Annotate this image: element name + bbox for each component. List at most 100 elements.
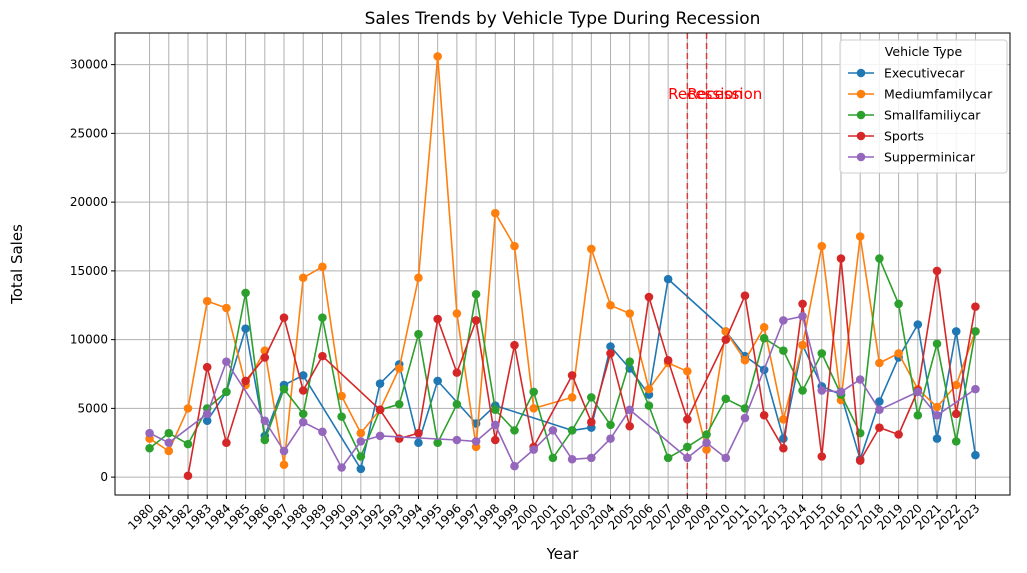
data-point bbox=[779, 415, 788, 424]
data-point bbox=[721, 394, 731, 404]
data-point bbox=[913, 387, 923, 397]
data-point bbox=[644, 292, 654, 302]
data-point bbox=[606, 420, 615, 430]
data-point bbox=[394, 434, 404, 443]
y-tick-label: 30000 bbox=[70, 58, 108, 72]
data-point bbox=[663, 274, 673, 284]
data-point bbox=[740, 291, 750, 300]
data-point bbox=[721, 453, 731, 463]
data-point bbox=[279, 313, 289, 322]
data-point bbox=[471, 316, 481, 325]
data-point bbox=[452, 435, 462, 445]
legend-box bbox=[839, 39, 1008, 174]
data-point bbox=[183, 439, 193, 449]
data-point bbox=[510, 461, 519, 471]
recession-annotation: Recession bbox=[687, 85, 762, 103]
data-point bbox=[529, 404, 538, 413]
data-point bbox=[971, 302, 980, 311]
data-point bbox=[510, 340, 519, 350]
data-point bbox=[260, 416, 270, 426]
data-point bbox=[625, 421, 635, 431]
data-point bbox=[337, 391, 346, 401]
data-point bbox=[798, 386, 807, 395]
data-point bbox=[702, 445, 711, 454]
data-point bbox=[740, 413, 750, 423]
data-point bbox=[471, 289, 481, 299]
data-point bbox=[490, 435, 500, 445]
y-tick-label: 0 bbox=[100, 470, 108, 484]
data-point bbox=[683, 442, 692, 452]
data-point bbox=[337, 463, 346, 472]
data-point bbox=[433, 376, 442, 386]
data-point bbox=[529, 387, 538, 397]
data-point bbox=[433, 52, 442, 61]
data-point bbox=[683, 415, 692, 424]
data-point bbox=[318, 351, 327, 361]
data-point bbox=[356, 428, 366, 438]
data-point bbox=[875, 405, 884, 415]
data-point bbox=[356, 464, 366, 474]
legend-marker bbox=[856, 68, 866, 78]
recession-annotation: Recession bbox=[668, 85, 743, 103]
data-point bbox=[318, 262, 327, 272]
data-point bbox=[414, 428, 423, 438]
data-point bbox=[298, 273, 308, 283]
data-point bbox=[298, 417, 308, 427]
data-point bbox=[606, 342, 615, 351]
data-point bbox=[222, 438, 231, 448]
data-point bbox=[164, 428, 174, 438]
data-point bbox=[702, 438, 711, 448]
data-point bbox=[779, 316, 788, 325]
data-point bbox=[759, 410, 769, 420]
data-point bbox=[587, 244, 596, 254]
data-point bbox=[932, 339, 942, 349]
data-point bbox=[894, 299, 903, 309]
series-line bbox=[149, 315, 976, 469]
data-point bbox=[779, 346, 788, 355]
data-point bbox=[241, 288, 250, 298]
data-point bbox=[855, 456, 865, 465]
data-point bbox=[913, 320, 923, 329]
data-point bbox=[721, 335, 731, 344]
data-point bbox=[318, 313, 327, 322]
data-point bbox=[606, 349, 615, 358]
data-point bbox=[414, 438, 423, 448]
data-point bbox=[683, 366, 692, 376]
data-point bbox=[587, 453, 596, 463]
data-point bbox=[971, 450, 980, 460]
data-point bbox=[798, 311, 807, 321]
data-point bbox=[836, 387, 846, 397]
data-point bbox=[202, 362, 212, 372]
data-point bbox=[663, 453, 673, 463]
data-point bbox=[164, 438, 174, 448]
data-point bbox=[567, 371, 577, 380]
legend-marker bbox=[856, 152, 866, 162]
data-point bbox=[567, 393, 577, 402]
legend-entry: Supperminicar bbox=[848, 150, 976, 165]
data-point bbox=[875, 358, 884, 368]
data-point bbox=[490, 420, 500, 430]
data-point bbox=[932, 402, 942, 412]
data-point bbox=[759, 333, 769, 343]
data-point bbox=[625, 357, 635, 366]
data-point bbox=[683, 453, 692, 463]
data-point bbox=[222, 303, 231, 313]
data-point bbox=[548, 426, 558, 435]
data-point bbox=[145, 443, 154, 453]
y-tick-label: 20000 bbox=[70, 195, 108, 209]
data-point bbox=[817, 349, 827, 358]
data-point bbox=[932, 434, 942, 443]
legend-label: Mediumfamilycar bbox=[884, 87, 993, 102]
data-point bbox=[202, 409, 212, 419]
data-point bbox=[587, 417, 596, 427]
data-point bbox=[951, 437, 961, 446]
data-point bbox=[433, 314, 442, 324]
data-point bbox=[222, 357, 231, 366]
data-point bbox=[644, 384, 654, 394]
data-point bbox=[913, 410, 923, 420]
series-group bbox=[145, 52, 980, 481]
data-point bbox=[951, 380, 961, 390]
legend-label: Supperminicar bbox=[884, 150, 976, 165]
